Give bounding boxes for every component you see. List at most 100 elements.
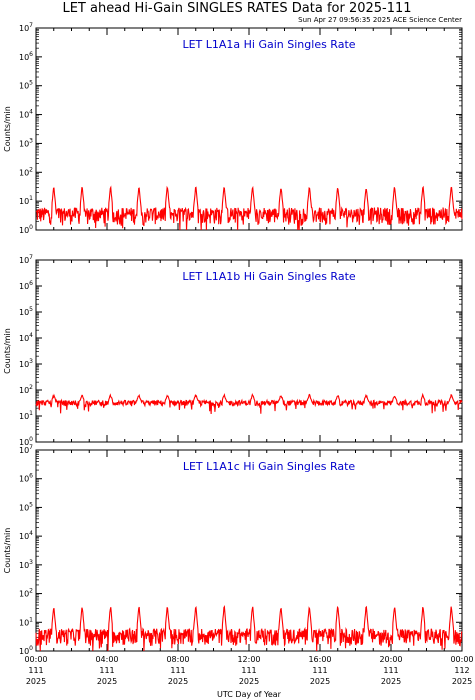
x-tick-doy: 112 (454, 666, 469, 675)
plot-frame (35, 27, 463, 231)
y-tick-label: 104 (19, 530, 33, 541)
y-tick-exponent: 7 (29, 254, 33, 261)
plot-frame (35, 259, 463, 443)
y-axis-label: Counts/min (3, 528, 12, 574)
x-tick-year: 2025 (310, 677, 330, 686)
y-tick-base: 10 (19, 256, 29, 265)
x-tick-time: 04:00 (95, 655, 118, 664)
y-tick-label: 105 (19, 501, 33, 512)
y-tick-label: 107 (19, 254, 33, 265)
series-line (35, 604, 463, 652)
panel-title: LET L1A1c Hi Gain Singles Rate (183, 460, 356, 473)
x-tick-doy: 111 (28, 666, 43, 675)
y-tick-label: 101 (19, 616, 33, 627)
y-tick-exponent: 2 (29, 166, 33, 173)
x-tick-doy: 111 (241, 666, 256, 675)
y-tick-label: 100 (19, 436, 33, 447)
y-tick-exponent: 0 (29, 436, 33, 443)
y-tick-base: 10 (19, 168, 29, 177)
x-tick-year: 2025 (239, 677, 259, 686)
y-tick-label: 102 (19, 588, 33, 599)
x-tick-year: 2025 (168, 677, 188, 686)
y-tick-base: 10 (19, 139, 29, 148)
y-tick-label: 100 (19, 645, 33, 656)
y-axis-label: Counts/min (3, 328, 12, 374)
y-tick-label: 103 (19, 559, 33, 570)
x-tick-time: 08:00 (166, 655, 189, 664)
x-tick-time: 00:00 (450, 655, 473, 664)
y-tick-base: 10 (19, 24, 29, 33)
x-tick-doy: 111 (383, 666, 398, 675)
x-tick-year: 2025 (26, 677, 46, 686)
y-tick-exponent: 7 (29, 22, 33, 29)
y-tick-exponent: 1 (29, 195, 33, 202)
panel-title: LET L1A1a Hi Gain Singles Rate (182, 38, 355, 51)
y-tick-label: 106 (19, 473, 33, 484)
y-tick-exponent: 0 (29, 645, 33, 652)
y-tick-exponent: 6 (29, 473, 33, 480)
y-tick-label: 106 (19, 51, 33, 62)
x-tick-doy: 111 (99, 666, 114, 675)
x-tick-time: 00:00 (24, 655, 47, 664)
timestamp: Sun Apr 27 09:56:35 2025 ACE Science Cen… (298, 16, 462, 24)
y-tick-exponent: 5 (29, 501, 33, 508)
y-tick-exponent: 0 (29, 224, 33, 231)
y-tick-base: 10 (19, 111, 29, 120)
x-tick-doy: 111 (170, 666, 185, 675)
y-tick-exponent: 5 (29, 306, 33, 313)
x-tick-doy: 111 (312, 666, 327, 675)
y-tick-base: 10 (19, 618, 29, 627)
y-tick-exponent: 3 (29, 559, 33, 566)
y-tick-base: 10 (19, 503, 29, 512)
figure-title: LET ahead Hi-Gain SINGLES RATES Data for… (62, 1, 411, 16)
y-tick-exponent: 4 (29, 332, 33, 339)
y-tick-base: 10 (19, 386, 29, 395)
x-tick-time: 20:00 (379, 655, 402, 664)
y-tick-exponent: 4 (29, 109, 33, 116)
x-tick-year: 2025 (452, 677, 472, 686)
y-tick-label: 105 (19, 80, 33, 91)
y-tick-base: 10 (19, 360, 29, 369)
y-tick-label: 106 (19, 280, 33, 291)
y-tick-base: 10 (19, 446, 29, 455)
y-tick-base: 10 (19, 197, 29, 206)
y-tick-exponent: 3 (29, 358, 33, 365)
y-tick-label: 101 (19, 410, 33, 421)
y-tick-base: 10 (19, 82, 29, 91)
y-tick-exponent: 2 (29, 384, 33, 391)
series-line (35, 392, 463, 415)
y-tick-base: 10 (19, 647, 29, 656)
y-tick-base: 10 (19, 282, 29, 291)
y-tick-label: 102 (19, 384, 33, 395)
y-tick-label: 104 (19, 109, 33, 120)
y-tick-label: 105 (19, 306, 33, 317)
y-tick-base: 10 (19, 334, 29, 343)
y-tick-exponent: 6 (29, 280, 33, 287)
y-tick-label: 101 (19, 195, 33, 206)
y-tick-base: 10 (19, 532, 29, 541)
x-tick-time: 16:00 (308, 655, 331, 664)
y-tick-label: 100 (19, 224, 33, 235)
y-tick-exponent: 1 (29, 410, 33, 417)
y-tick-label: 107 (19, 444, 33, 455)
y-tick-exponent: 3 (29, 137, 33, 144)
y-tick-base: 10 (19, 475, 29, 484)
y-tick-label: 104 (19, 332, 33, 343)
y-tick-exponent: 7 (29, 444, 33, 451)
x-tick-year: 2025 (97, 677, 117, 686)
plot-frame (35, 449, 463, 652)
series-line (35, 185, 463, 231)
y-tick-label: 103 (19, 137, 33, 148)
y-tick-base: 10 (19, 590, 29, 599)
y-tick-base: 10 (19, 53, 29, 62)
y-tick-label: 103 (19, 358, 33, 369)
panel-title: LET L1A1b Hi Gain Singles Rate (182, 270, 356, 283)
x-axis-label: UTC Day of Year (217, 690, 282, 699)
x-tick-year: 2025 (381, 677, 401, 686)
y-tick-base: 10 (19, 561, 29, 570)
y-tick-label: 107 (19, 22, 33, 33)
